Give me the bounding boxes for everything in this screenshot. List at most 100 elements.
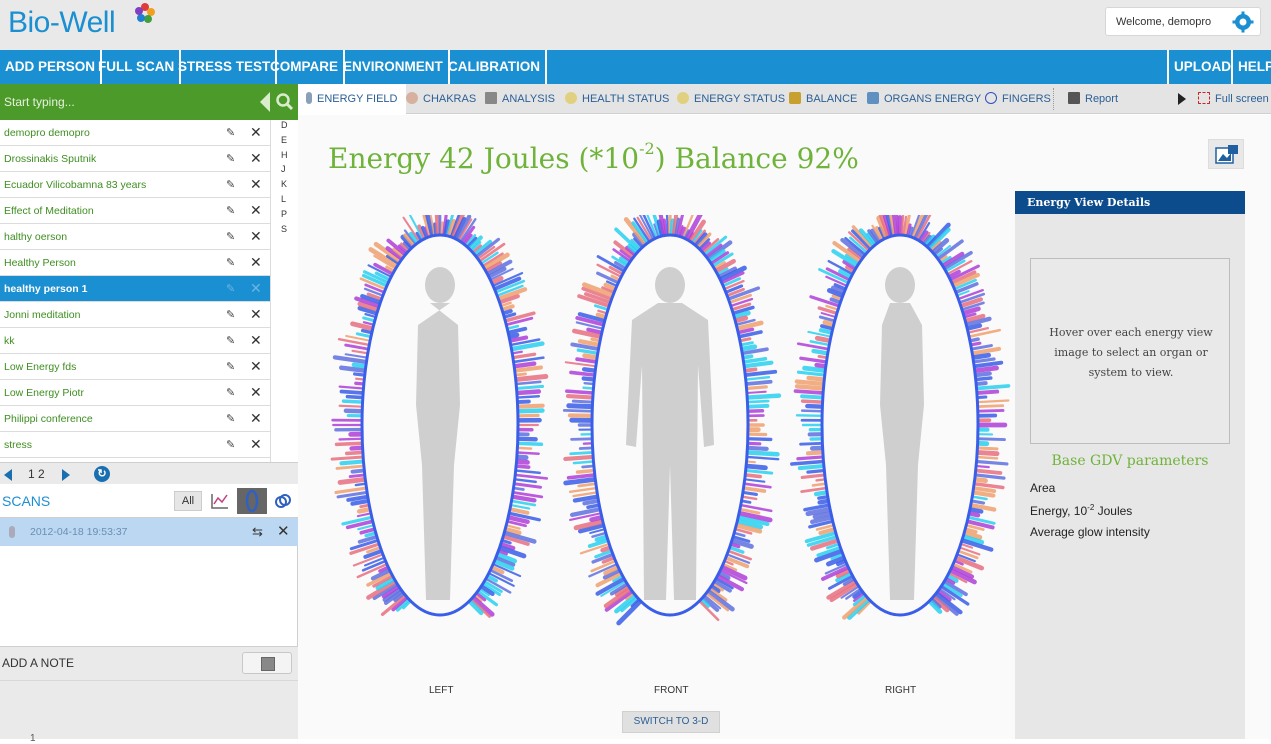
person-list-item[interactable]: kk✎✕ (0, 328, 270, 354)
alphabet-letter[interactable]: P (281, 209, 287, 219)
person-figure-icon (9, 526, 15, 538)
person-list-item[interactable]: Drossinakis Sputnik✎✕ (0, 146, 270, 172)
search-input[interactable] (0, 84, 270, 120)
alphabet-letter[interactable]: H (281, 150, 288, 160)
logo-flower-icon (134, 2, 156, 24)
delete-icon[interactable]: ✕ (250, 150, 262, 167)
scales-icon (789, 92, 801, 104)
nav-compare[interactable]: COMPARE (265, 50, 345, 84)
gear-icon[interactable] (1232, 11, 1254, 33)
scans-all-button[interactable]: All (174, 491, 202, 511)
edit-pencil-icon[interactable]: ✎ (226, 178, 235, 191)
person-list-item[interactable]: Jonni meditation ✎ ✕ (0, 302, 270, 328)
alphabet-letter[interactable]: S (281, 224, 287, 234)
person-list-item[interactable]: stress✎✕ (0, 432, 270, 458)
delete-icon[interactable]: ✕ (250, 332, 262, 349)
person-list-item[interactable]: Low Energy fds✎✕ (0, 354, 270, 380)
energy-field-front[interactable] (564, 215, 779, 623)
ring-icon (985, 92, 997, 104)
delete-icon[interactable]: ✕ (250, 254, 262, 271)
tab-fingers[interactable]: FINGERS (985, 84, 1051, 114)
person-list-item[interactable]: Philippi conference✎✕ (0, 406, 270, 432)
bio-well-logo[interactable]: Bio-Well (8, 6, 115, 40)
tab-health-status[interactable]: HEALTH STATUS (565, 84, 669, 114)
nav-stress-test[interactable]: STRESS TEST (173, 50, 277, 84)
tab-energy-status[interactable]: ENERGY STATUS (677, 84, 785, 114)
edit-pencil-icon[interactable]: ✎ (226, 360, 235, 373)
scan-timestamp: 2012-04-18 19:53:37 (30, 526, 128, 538)
view-label-left: LEFT (429, 685, 453, 696)
person-list-item[interactable]: demopro demopro✎✕ (0, 120, 270, 146)
alphabet-letter[interactable]: E (281, 135, 287, 145)
nav-upload[interactable]: UPLOAD (1167, 50, 1236, 84)
edit-pencil-icon[interactable]: ✎ (226, 386, 235, 399)
delete-icon[interactable]: ✕ (250, 280, 262, 297)
edit-pencil-icon[interactable]: ✎ (226, 438, 235, 451)
person-name: Jonni meditation (4, 309, 80, 321)
nav-environment[interactable]: ENVIRONMENT (338, 50, 450, 84)
link-icon[interactable] (274, 492, 292, 510)
tab-organs-energy[interactable]: ORGANS ENERGY (867, 84, 981, 114)
delete-icon[interactable]: ✕ (250, 202, 262, 219)
tab-full-screen[interactable]: Full screen (1198, 84, 1269, 114)
edit-pencil-icon[interactable]: ✎ (226, 282, 235, 295)
energy-field-left[interactable] (332, 215, 547, 616)
delete-icon[interactable]: ✕ (250, 436, 262, 453)
health-circle-icon (565, 92, 577, 104)
tab-analysis[interactable]: ANALYSIS (485, 84, 555, 114)
save-note-button[interactable] (242, 652, 292, 674)
delete-scan-icon[interactable]: ✕ (277, 522, 290, 540)
search-button[interactable] (270, 84, 298, 120)
note-area[interactable]: 1 (0, 680, 298, 739)
alphabet-letter[interactable]: K (281, 179, 287, 189)
add-note-label[interactable]: ADD A NOTE (2, 656, 74, 670)
person-list-item[interactable]: Low Energy Piotr ✎ ✕ (0, 380, 270, 406)
delete-icon[interactable]: ✕ (250, 410, 262, 427)
person-list-item[interactable]: Ecuador Vilicobamna 83 years✎✕ (0, 172, 270, 198)
edit-pencil-icon[interactable]: ✎ (226, 256, 235, 269)
delete-icon[interactable]: ✕ (250, 228, 262, 245)
edit-pencil-icon[interactable]: ✎ (226, 152, 235, 165)
aura-view-button[interactable] (237, 488, 267, 514)
energy-field-images[interactable] (328, 215, 1018, 655)
energy-field-right[interactable] (792, 215, 1009, 618)
alphabet-letter[interactable]: D (281, 120, 288, 130)
edit-pencil-icon[interactable]: ✎ (226, 334, 235, 347)
switch-3d-button[interactable]: SWITCH TO 3-D (622, 711, 720, 733)
tabs-scroll-right-icon[interactable] (1178, 93, 1186, 105)
delete-icon[interactable]: ✕ (250, 176, 262, 193)
prev-page-icon[interactable] (4, 469, 12, 481)
next-page-icon[interactable] (62, 469, 70, 481)
edit-pencil-icon[interactable]: ✎ (226, 126, 235, 139)
graph-icon[interactable] (210, 492, 230, 510)
nav-add-person[interactable]: ADD PERSON (0, 50, 102, 84)
nav-help[interactable]: HELP (1231, 50, 1271, 84)
scan-item[interactable]: 2012-04-18 19:53:37 ⇆ ✕ (0, 518, 298, 546)
edit-pencil-icon[interactable]: ✎ (226, 308, 235, 321)
delete-icon[interactable]: ✕ (250, 358, 262, 375)
nav-full-scan[interactable]: FULL SCAN (93, 50, 181, 84)
person-name: Low Energy Piotr (4, 387, 84, 399)
edit-pencil-icon[interactable]: ✎ (226, 412, 235, 425)
refresh-icon[interactable]: ↻ (94, 466, 110, 482)
person-list-item[interactable]: Healthy Person ✎ ✕ (0, 250, 270, 276)
tab-energy-field[interactable]: ENERGY FIELD (298, 84, 406, 114)
compare-arrows-icon[interactable]: ⇆ (252, 524, 263, 540)
alphabet-letter[interactable]: J (281, 164, 286, 174)
delete-icon[interactable]: ✕ (250, 384, 262, 401)
person-list-item[interactable]: halthy oerson✎✕ (0, 224, 270, 250)
tab-chakras[interactable]: CHAKRAS (406, 84, 476, 114)
alphabet-letter[interactable]: L (281, 194, 286, 204)
delete-icon[interactable]: ✕ (250, 124, 262, 141)
person-list-item[interactable]: healthy person 1✎✕ (0, 276, 270, 302)
nav-calibration[interactable]: CALIBRATION (443, 50, 547, 84)
delete-icon[interactable]: ✕ (250, 306, 262, 323)
edit-pencil-icon[interactable]: ✎ (226, 230, 235, 243)
tab-report[interactable]: Report (1068, 84, 1118, 114)
tab-balance[interactable]: BALANCE (789, 84, 857, 114)
page-numbers[interactable]: 1 2 (28, 467, 45, 481)
edit-pencil-icon[interactable]: ✎ (226, 204, 235, 217)
person-name: Healthy Person (4, 257, 76, 269)
person-list-item[interactable]: Effect of Meditation✎✕ (0, 198, 270, 224)
save-image-button[interactable] (1208, 139, 1244, 169)
